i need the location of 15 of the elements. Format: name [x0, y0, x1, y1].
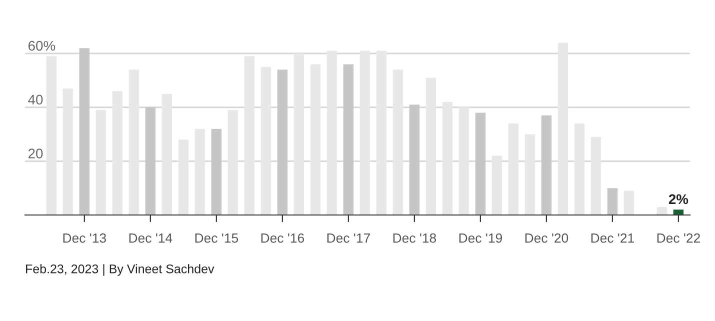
x-tick-label: Dec '17 — [327, 234, 370, 243]
x-tick-label: Dec '13 — [63, 233, 106, 243]
x-tick-label: Dec '19 — [459, 233, 502, 243]
data-label: 2% — [668, 194, 688, 204]
x-tick-label: Dec '14 — [129, 234, 172, 243]
y-tick-label: 40 — [28, 94, 43, 105]
x-tick-label: Dec '15 — [195, 234, 238, 243]
x-tick-label: Dec '21 — [591, 233, 634, 243]
x-tick-label: Dec '18 — [393, 233, 436, 243]
x-tick-label: Dec '20 — [525, 233, 568, 243]
x-tick-label: Dec '22 — [657, 233, 700, 243]
y-tick-label: 20 — [28, 148, 43, 158]
x-tick-label: Dec '16 — [261, 233, 304, 243]
y-tick-label: 60% — [28, 40, 56, 51]
text: Feb.23, 2023 | By Vineet Sachdev — [26, 264, 214, 276]
